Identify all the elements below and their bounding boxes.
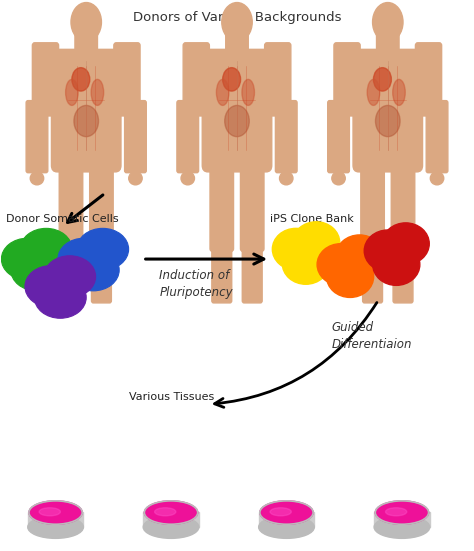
FancyBboxPatch shape bbox=[90, 147, 113, 251]
FancyBboxPatch shape bbox=[202, 50, 272, 172]
Ellipse shape bbox=[65, 79, 78, 105]
Ellipse shape bbox=[57, 139, 115, 170]
Ellipse shape bbox=[30, 172, 44, 185]
FancyBboxPatch shape bbox=[259, 512, 314, 527]
Ellipse shape bbox=[367, 79, 380, 105]
FancyBboxPatch shape bbox=[391, 147, 415, 251]
Ellipse shape bbox=[74, 105, 99, 137]
FancyBboxPatch shape bbox=[264, 43, 291, 116]
FancyBboxPatch shape bbox=[275, 101, 297, 172]
Ellipse shape bbox=[270, 507, 292, 516]
Text: Donor Somatic Cells: Donor Somatic Cells bbox=[6, 214, 118, 224]
Text: Donors of Various Backgrounds: Donors of Various Backgrounds bbox=[133, 11, 341, 24]
FancyBboxPatch shape bbox=[32, 43, 59, 116]
FancyBboxPatch shape bbox=[114, 43, 140, 116]
Ellipse shape bbox=[25, 266, 77, 307]
Ellipse shape bbox=[143, 516, 199, 538]
Ellipse shape bbox=[129, 172, 142, 185]
Ellipse shape bbox=[145, 501, 198, 524]
FancyBboxPatch shape bbox=[91, 236, 111, 303]
FancyBboxPatch shape bbox=[210, 147, 234, 251]
FancyBboxPatch shape bbox=[374, 512, 430, 527]
Ellipse shape bbox=[292, 222, 340, 263]
Text: iPS Clone Bank: iPS Clone Bank bbox=[270, 214, 354, 224]
FancyBboxPatch shape bbox=[242, 236, 262, 303]
FancyBboxPatch shape bbox=[59, 147, 83, 251]
FancyBboxPatch shape bbox=[143, 512, 199, 527]
Ellipse shape bbox=[155, 507, 176, 516]
Ellipse shape bbox=[359, 139, 417, 170]
Ellipse shape bbox=[77, 228, 128, 270]
Ellipse shape bbox=[375, 501, 428, 524]
Ellipse shape bbox=[375, 105, 400, 137]
Ellipse shape bbox=[259, 516, 314, 538]
FancyBboxPatch shape bbox=[240, 147, 264, 251]
FancyBboxPatch shape bbox=[61, 236, 81, 303]
FancyBboxPatch shape bbox=[363, 236, 383, 303]
FancyBboxPatch shape bbox=[226, 31, 248, 58]
FancyBboxPatch shape bbox=[334, 43, 360, 116]
Ellipse shape bbox=[393, 79, 405, 105]
Ellipse shape bbox=[91, 79, 104, 105]
Ellipse shape bbox=[374, 68, 392, 91]
Ellipse shape bbox=[67, 249, 119, 291]
FancyBboxPatch shape bbox=[212, 236, 232, 303]
Ellipse shape bbox=[222, 3, 252, 42]
FancyBboxPatch shape bbox=[26, 101, 48, 172]
Ellipse shape bbox=[327, 256, 374, 298]
Ellipse shape bbox=[217, 79, 229, 105]
Text: Induction of
Pluripotency: Induction of Pluripotency bbox=[159, 269, 233, 299]
FancyBboxPatch shape bbox=[75, 31, 98, 58]
FancyBboxPatch shape bbox=[125, 101, 146, 172]
Ellipse shape bbox=[373, 3, 403, 42]
FancyBboxPatch shape bbox=[361, 147, 384, 251]
Ellipse shape bbox=[280, 172, 293, 185]
Ellipse shape bbox=[71, 3, 101, 42]
Ellipse shape bbox=[20, 228, 72, 270]
FancyBboxPatch shape bbox=[52, 50, 121, 172]
Text: Guided
Differentiaion: Guided Differentiaion bbox=[331, 321, 412, 351]
Ellipse shape bbox=[223, 68, 241, 91]
FancyBboxPatch shape bbox=[177, 101, 199, 172]
Ellipse shape bbox=[58, 238, 110, 280]
Ellipse shape bbox=[260, 501, 313, 524]
Ellipse shape bbox=[317, 244, 364, 285]
Ellipse shape bbox=[29, 501, 82, 524]
Ellipse shape bbox=[39, 507, 60, 516]
Ellipse shape bbox=[72, 68, 90, 91]
Ellipse shape bbox=[282, 242, 329, 284]
Ellipse shape bbox=[225, 105, 249, 137]
Ellipse shape bbox=[364, 230, 411, 272]
Ellipse shape bbox=[28, 516, 83, 538]
Ellipse shape bbox=[373, 244, 420, 285]
Text: Various Tissues: Various Tissues bbox=[128, 392, 214, 402]
Ellipse shape bbox=[374, 516, 430, 538]
Ellipse shape bbox=[273, 228, 319, 270]
FancyBboxPatch shape bbox=[376, 31, 399, 58]
Ellipse shape bbox=[208, 139, 266, 170]
Ellipse shape bbox=[332, 172, 345, 185]
FancyBboxPatch shape bbox=[353, 50, 422, 172]
FancyBboxPatch shape bbox=[415, 43, 442, 116]
FancyBboxPatch shape bbox=[28, 512, 83, 527]
Ellipse shape bbox=[1, 238, 53, 280]
Ellipse shape bbox=[385, 507, 407, 516]
FancyBboxPatch shape bbox=[393, 236, 413, 303]
FancyBboxPatch shape bbox=[426, 101, 448, 172]
Ellipse shape bbox=[382, 223, 429, 264]
Ellipse shape bbox=[181, 172, 194, 185]
Ellipse shape bbox=[11, 249, 63, 291]
Ellipse shape bbox=[242, 79, 255, 105]
Ellipse shape bbox=[430, 172, 444, 185]
Ellipse shape bbox=[44, 256, 96, 298]
FancyBboxPatch shape bbox=[328, 101, 349, 172]
FancyBboxPatch shape bbox=[183, 43, 210, 116]
Ellipse shape bbox=[35, 277, 86, 318]
Ellipse shape bbox=[336, 235, 383, 277]
